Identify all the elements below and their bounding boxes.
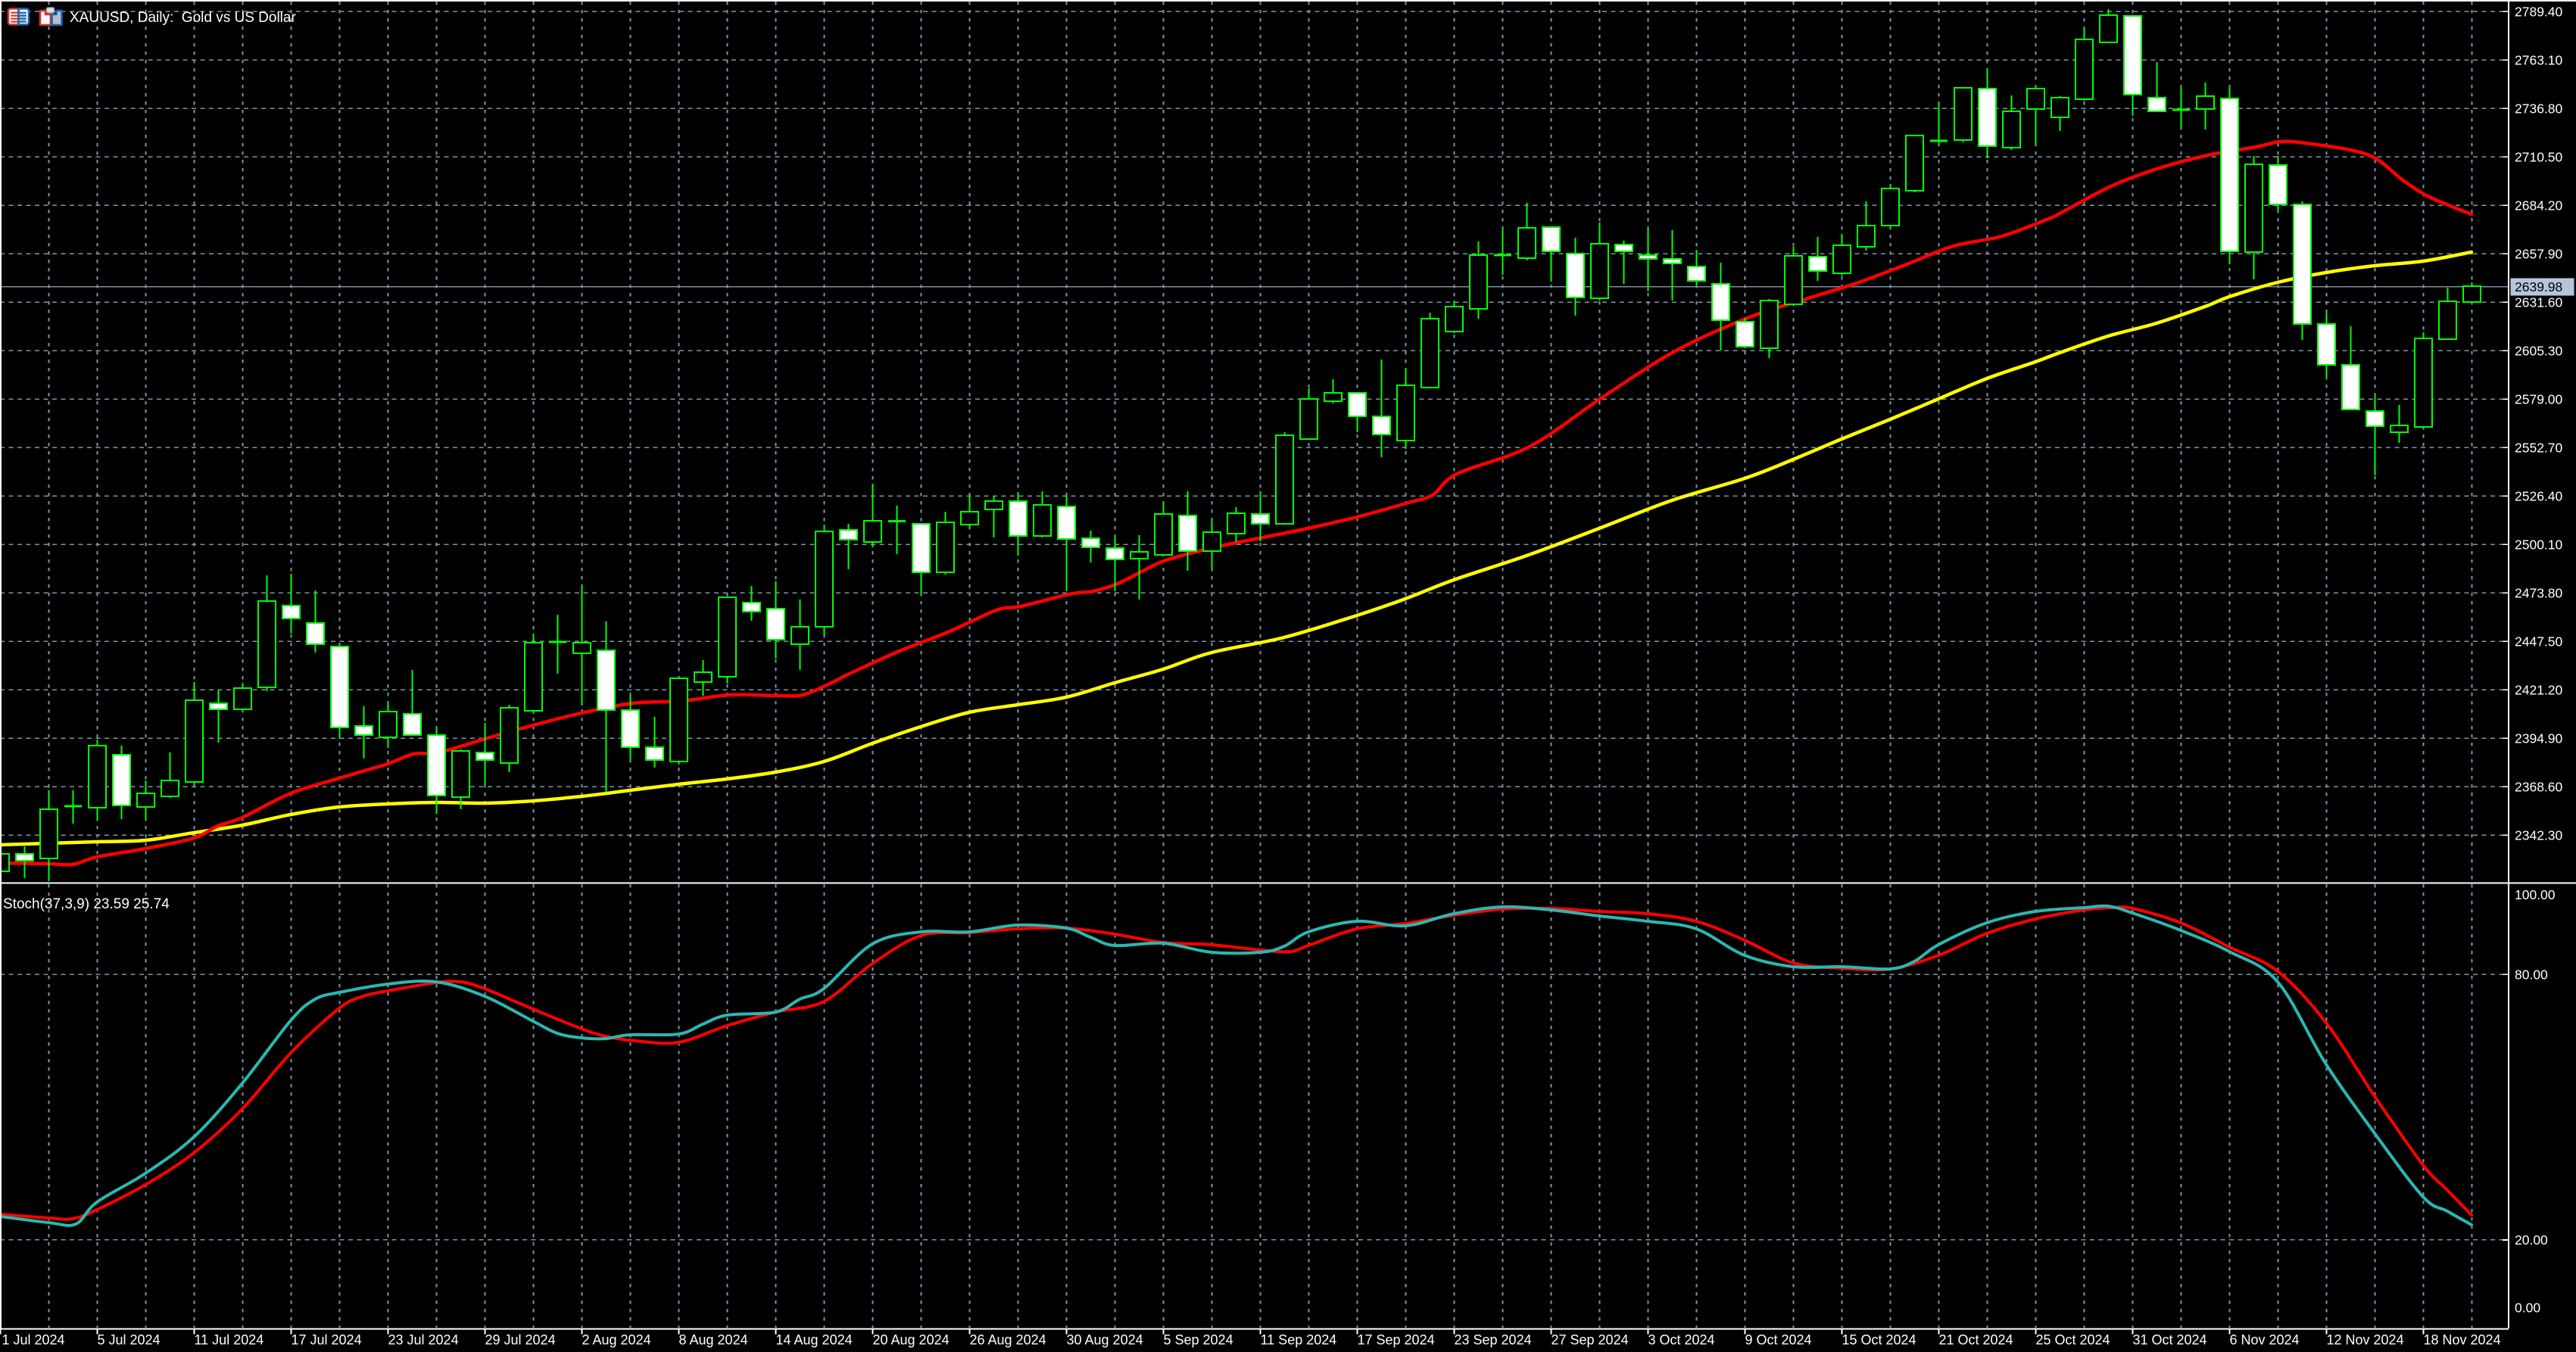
svg-text:2789.40: 2789.40 xyxy=(2515,4,2563,19)
svg-text:2500.10: 2500.10 xyxy=(2515,537,2563,552)
svg-text:3 Oct 2024: 3 Oct 2024 xyxy=(1648,1332,1715,1347)
svg-text:2639.98: 2639.98 xyxy=(2515,279,2562,294)
svg-text:80.00: 80.00 xyxy=(2515,967,2548,983)
svg-text:2447.50: 2447.50 xyxy=(2515,634,2563,649)
svg-text:8 Aug 2024: 8 Aug 2024 xyxy=(679,1332,748,1347)
svg-text:14 Aug 2024: 14 Aug 2024 xyxy=(776,1332,853,1347)
svg-text:2579.00: 2579.00 xyxy=(2515,391,2563,407)
svg-text:2368.60: 2368.60 xyxy=(2515,779,2563,794)
svg-text:23 Jul 2024: 23 Jul 2024 xyxy=(388,1332,459,1347)
svg-text:2342.30: 2342.30 xyxy=(2515,827,2563,843)
svg-text:2526.40: 2526.40 xyxy=(2515,488,2563,503)
svg-text:2421.20: 2421.20 xyxy=(2515,682,2563,697)
svg-text:5 Sep 2024: 5 Sep 2024 xyxy=(1164,1332,1233,1347)
svg-text:17 Jul 2024: 17 Jul 2024 xyxy=(292,1332,362,1347)
svg-text:31 Oct 2024: 31 Oct 2024 xyxy=(2133,1332,2207,1347)
svg-text:21 Oct 2024: 21 Oct 2024 xyxy=(1939,1332,2013,1347)
svg-text:29 Jul 2024: 29 Jul 2024 xyxy=(485,1332,556,1347)
svg-text:XAUUSD, Daily: Gold vs US Dol: XAUUSD, Daily: Gold vs US Dollar xyxy=(70,10,296,26)
svg-text:2684.20: 2684.20 xyxy=(2515,198,2563,213)
svg-text:15 Oct 2024: 15 Oct 2024 xyxy=(1842,1332,1916,1347)
svg-text:20.00: 20.00 xyxy=(2515,1232,2548,1248)
svg-text:9 Oct 2024: 9 Oct 2024 xyxy=(1745,1332,1812,1347)
svg-text:100.00: 100.00 xyxy=(2515,887,2556,902)
svg-text:18 Nov 2024: 18 Nov 2024 xyxy=(2424,1332,2501,1347)
svg-text:2631.60: 2631.60 xyxy=(2515,294,2563,310)
svg-text:1 Jul 2024: 1 Jul 2024 xyxy=(2,1332,65,1347)
svg-text:11 Sep 2024: 11 Sep 2024 xyxy=(1261,1332,1337,1347)
svg-text:27 Sep 2024: 27 Sep 2024 xyxy=(1552,1332,1629,1347)
svg-text:17 Sep 2024: 17 Sep 2024 xyxy=(1358,1332,1435,1347)
svg-text:12 Nov 2024: 12 Nov 2024 xyxy=(2327,1332,2404,1347)
svg-text:2552.70: 2552.70 xyxy=(2515,440,2563,455)
svg-text:23 Sep 2024: 23 Sep 2024 xyxy=(1455,1332,1532,1347)
svg-text:5 Jul 2024: 5 Jul 2024 xyxy=(98,1332,161,1347)
svg-text:2473.80: 2473.80 xyxy=(2515,585,2563,600)
svg-text:11 Jul 2024: 11 Jul 2024 xyxy=(195,1332,264,1347)
svg-text:6 Nov 2024: 6 Nov 2024 xyxy=(2230,1332,2300,1347)
svg-text:2394.90: 2394.90 xyxy=(2515,731,2563,746)
svg-text:2657.90: 2657.90 xyxy=(2515,246,2563,261)
svg-text:Stoch(37,3,9) 23.59 25.74: Stoch(37,3,9) 23.59 25.74 xyxy=(3,896,170,912)
svg-text:0.00: 0.00 xyxy=(2515,1301,2540,1316)
svg-text:2 Aug 2024: 2 Aug 2024 xyxy=(582,1332,651,1347)
svg-text:25 Oct 2024: 25 Oct 2024 xyxy=(2036,1332,2110,1347)
svg-text:2605.30: 2605.30 xyxy=(2515,343,2563,358)
svg-text:20 Aug 2024: 20 Aug 2024 xyxy=(873,1332,950,1347)
svg-text:2763.10: 2763.10 xyxy=(2515,52,2563,67)
svg-text:2710.50: 2710.50 xyxy=(2515,149,2563,164)
svg-text:26 Aug 2024: 26 Aug 2024 xyxy=(970,1332,1046,1347)
svg-text:30 Aug 2024: 30 Aug 2024 xyxy=(1067,1332,1143,1347)
svg-text:2736.80: 2736.80 xyxy=(2515,101,2563,116)
